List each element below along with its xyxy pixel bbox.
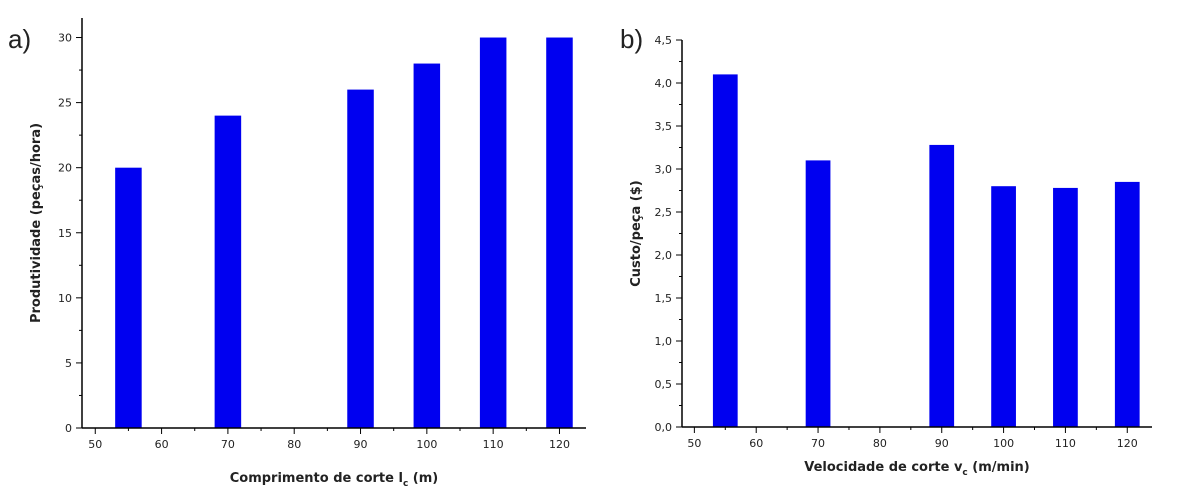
x-tick-label: 60	[749, 437, 763, 450]
x-tick-label: 50	[687, 437, 701, 450]
y-tick-label: 20	[58, 162, 72, 175]
x-axis-title: Velocidade de corte vc (m/min)	[804, 460, 1029, 478]
panel-label: b)	[620, 24, 643, 54]
bar	[413, 63, 441, 429]
bar	[115, 167, 142, 428]
x-tick-label: 70	[221, 438, 235, 451]
x-tick-label: 100	[993, 437, 1014, 450]
y-tick-label: 25	[58, 97, 72, 110]
y-tick-label: 2,5	[655, 206, 673, 219]
bar	[805, 160, 831, 427]
y-tick-label: 5	[65, 357, 72, 370]
y-tick-label: 0,5	[655, 378, 673, 391]
x-tick-label: 90	[354, 438, 368, 451]
bar	[929, 144, 955, 428]
y-tick-label: 1,5	[655, 292, 673, 305]
bar	[214, 115, 242, 428]
x-tick-label: 90	[935, 437, 949, 450]
y-tick-label: 4,5	[655, 34, 673, 47]
y-axis-title: Custo/peça ($)	[629, 180, 644, 286]
x-tick-label: 60	[155, 438, 169, 451]
x-tick-label: 110	[483, 438, 504, 451]
y-tick-label: 3,5	[655, 120, 673, 133]
bar	[712, 74, 738, 428]
bar	[479, 37, 507, 429]
bar	[1114, 181, 1140, 427]
y-tick-label: 4,0	[655, 77, 673, 90]
x-tick-label: 70	[811, 437, 825, 450]
y-tick-label: 2,0	[655, 249, 673, 262]
y-tick-label: 3,0	[655, 163, 673, 176]
y-axis-title: Produtividade (peças/hora)	[29, 123, 44, 323]
panel-a: 50 60 70 80 90 100 110 120 0 5 10 15 20 25 30 a) Produti…	[8, 18, 586, 489]
x-tick-label: 50	[88, 438, 102, 451]
panel-label: a)	[8, 24, 31, 54]
x-tick-label: 80	[873, 437, 887, 450]
x-tick-label: 100	[416, 438, 437, 451]
bar	[1053, 187, 1078, 427]
y-tick-label: 30	[58, 32, 72, 45]
y-tick-label: 0	[65, 422, 72, 435]
x-tick-label: 120	[549, 438, 570, 451]
panel-b: 50 60 70 80 90 100 110 120 0,0 0,5 1,0 1,5 2,0 2,5 3,0…	[620, 24, 1152, 478]
y-tick-label: 15	[58, 227, 72, 240]
bar	[991, 186, 1016, 427]
x-tick-label: 80	[287, 438, 301, 451]
bar	[546, 37, 573, 429]
x-tick-label: 110	[1055, 437, 1076, 450]
bar	[347, 89, 374, 428]
y-tick-label: 10	[58, 292, 72, 305]
y-tick-label: 1,0	[655, 335, 673, 348]
y-tick-label: 0,0	[655, 421, 673, 434]
x-axis-title: Comprimento de corte lc (m)	[230, 471, 439, 489]
x-tick-label: 120	[1117, 437, 1138, 450]
